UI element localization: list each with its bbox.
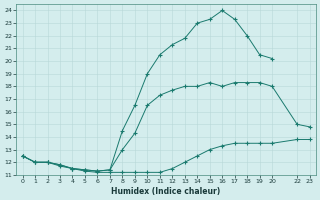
- X-axis label: Humidex (Indice chaleur): Humidex (Indice chaleur): [111, 187, 221, 196]
